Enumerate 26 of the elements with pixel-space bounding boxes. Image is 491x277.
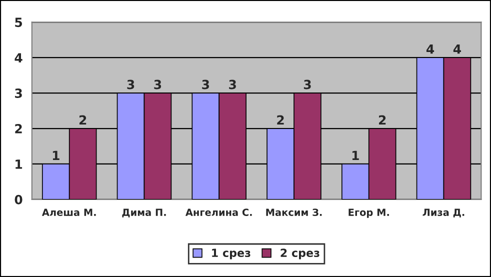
x-tick-label: Алеша М.: [42, 208, 96, 216]
x-tick-label: Дима П.: [122, 208, 166, 218]
x-tick-label: Лиза Д.: [422, 208, 464, 218]
y-tick-label: 4: [14, 53, 22, 62]
y-tick-label: 0: [14, 194, 22, 204]
legend-label: 1 срез: [212, 248, 250, 260]
data-label: 4: [426, 44, 434, 54]
data-label: 3: [304, 80, 311, 90]
data-label: 3: [154, 80, 162, 90]
data-label: 1: [52, 150, 60, 160]
y-tick-label: 1: [16, 160, 22, 169]
data-label: 4: [453, 44, 461, 54]
data-label: 3: [127, 80, 134, 90]
y-tick-label: 2: [15, 124, 22, 134]
y-tick-label: 3: [15, 88, 22, 98]
data-label: 3: [229, 80, 236, 90]
x-tick-label: Егор М.: [348, 208, 389, 218]
y-tick-label: 5: [15, 18, 22, 28]
data-label: 2: [79, 115, 86, 125]
x-tick-label: Ангелина С.: [185, 208, 252, 216]
data-label: 3: [202, 80, 209, 90]
data-label: 2: [378, 115, 386, 125]
x-tick-label: Максим З.: [266, 208, 322, 216]
legend-label: 2 срез: [280, 248, 320, 260]
data-label: 2: [277, 115, 284, 125]
data-label: 1: [352, 150, 359, 160]
